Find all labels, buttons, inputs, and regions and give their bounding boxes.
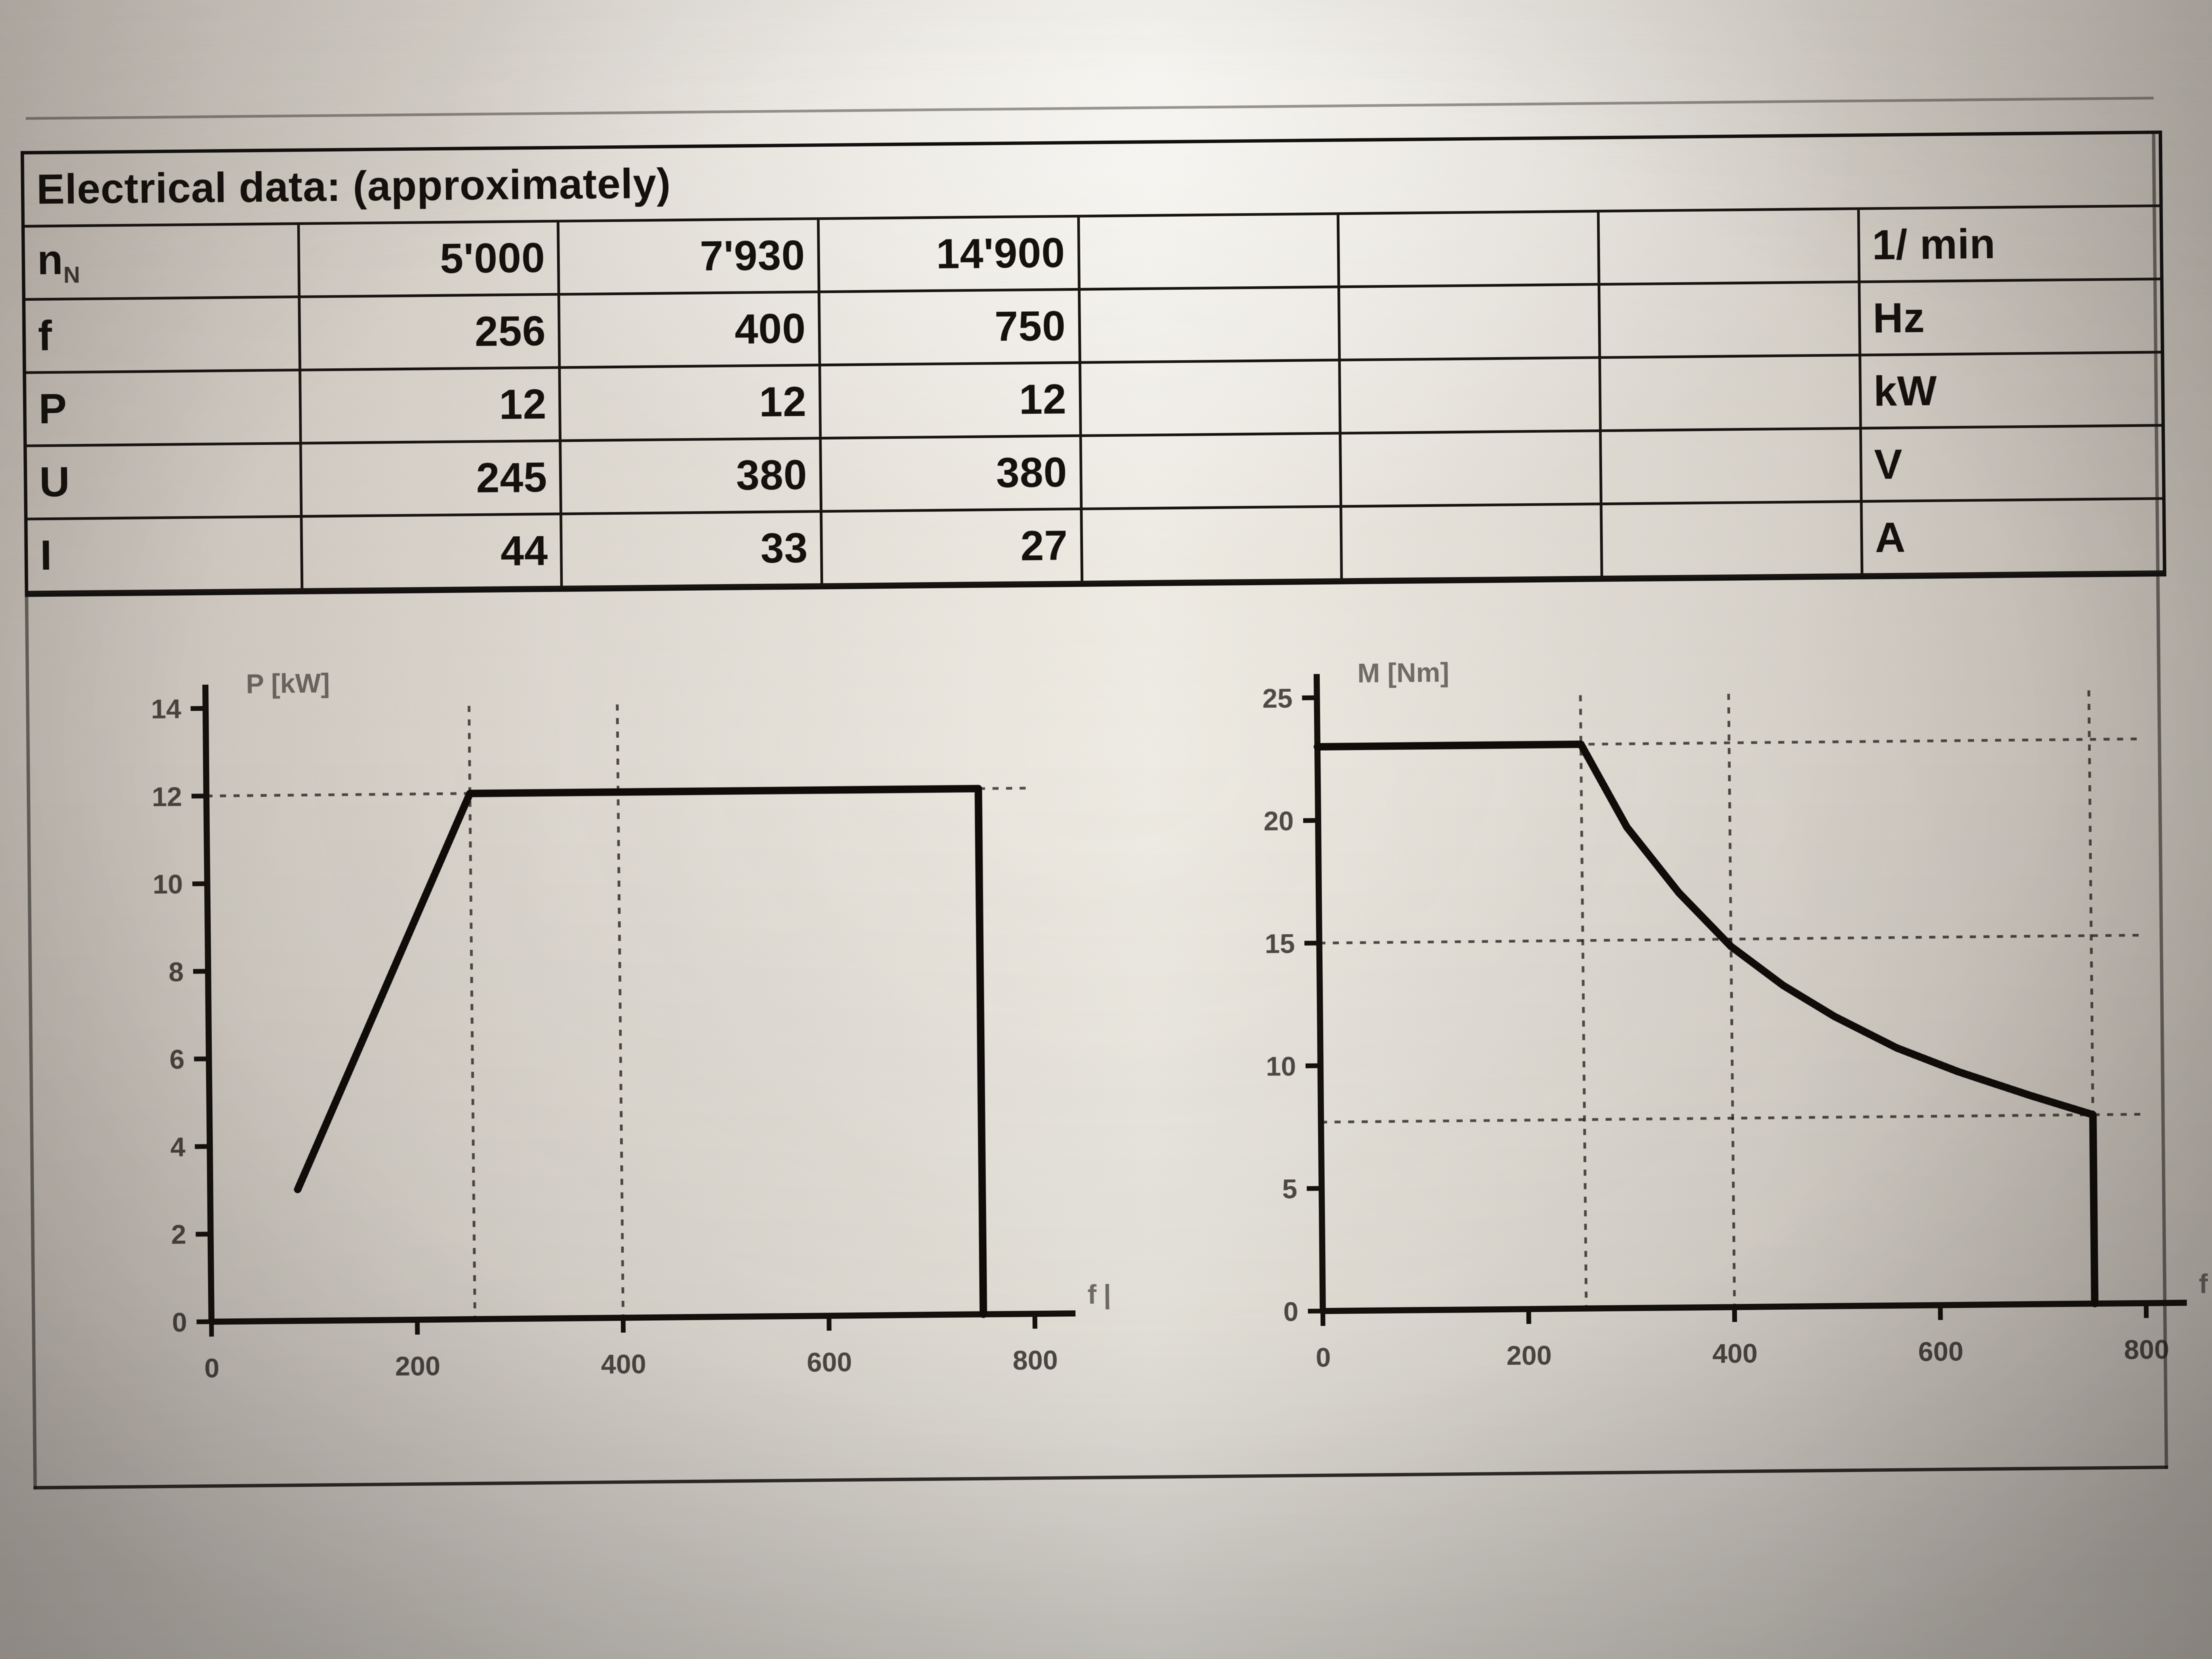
cell-value: 256	[299, 294, 560, 370]
cell-value-empty	[1080, 433, 1341, 509]
cell-value: 7'930	[558, 218, 819, 295]
y-axis-line	[1313, 674, 1326, 1311]
symbol-text: f	[37, 312, 53, 360]
cell-value-empty	[1081, 506, 1342, 582]
torque-chart: M [Nm] 0 5 10 15 20 25 0 200 400 600 800 f [Hz]	[1197, 625, 2212, 1434]
y-axis-tick-label: 20	[1263, 806, 1294, 836]
cell-value-empty	[1339, 357, 1601, 434]
symbol-text: I	[39, 531, 53, 579]
y-axis-tick-label: 10	[152, 869, 183, 899]
x-axis-tick-label: 0	[1315, 1343, 1331, 1372]
cell-value: 33	[561, 511, 822, 588]
cell-value: 400	[558, 291, 820, 368]
cell-value-empty	[1079, 287, 1340, 363]
row-symbol-f: f	[25, 296, 300, 373]
y-axis-tick-label: 14	[151, 695, 182, 724]
symbol-subscript: N	[63, 262, 80, 289]
symbol-text: n	[37, 237, 64, 284]
cell-value: 27	[821, 508, 1082, 585]
cell-value: 245	[300, 441, 562, 516]
y-axis-tick-label: 0	[1283, 1297, 1298, 1327]
cell-value-empty	[1598, 208, 1859, 285]
data-series-line	[293, 785, 987, 1318]
cell-value: 380	[560, 438, 821, 514]
x-axis-tick-label: 800	[2124, 1335, 2169, 1366]
power-chart-svg: P [kW] 0 2 4 6 8 10 12 14 0 200 400 600 800 f [Hz]	[151, 669, 1111, 1384]
cell-value-empty	[1600, 428, 1862, 504]
electrical-data-table-container: Electrical data: (approximately) nN 5'00…	[20, 130, 2167, 597]
guide-line-vertical	[1579, 695, 1588, 1309]
y-axis-line	[202, 684, 215, 1322]
cell-unit: V	[1860, 425, 2163, 501]
sheet-bottom-rule	[33, 1465, 2169, 1490]
data-series-line	[1313, 740, 2099, 1308]
row-symbol-p: P	[26, 369, 301, 446]
guide-line-vertical	[1727, 693, 1736, 1307]
cell-value-empty	[1599, 281, 1860, 358]
x-axis-tick-label: 400	[601, 1349, 647, 1380]
cell-value: 12	[300, 367, 560, 443]
cell-unit: 1/ min	[1858, 205, 2160, 282]
chart-title: P [kW]	[246, 669, 330, 699]
x-axis-tick-label: 400	[1712, 1338, 1757, 1369]
y-axis-tick-label: 12	[152, 782, 182, 812]
cell-value-empty	[1599, 354, 1861, 431]
cell-value-empty	[1601, 501, 1862, 577]
cell-value-empty	[1340, 504, 1602, 580]
cell-value-empty	[1338, 211, 1599, 287]
cell-value-empty	[1080, 360, 1340, 436]
cell-value: 44	[301, 514, 562, 590]
x-axis-tick-label: 800	[1012, 1345, 1058, 1376]
cell-value: 5'000	[298, 221, 559, 297]
torque-chart-svg: M [Nm] 0 5 10 15 20 25 0 200 400 600 800 f [Hz]	[1263, 658, 2212, 1373]
row-symbol-i: I	[27, 516, 302, 592]
cell-value: 12	[819, 362, 1081, 438]
sheet-top-rule	[25, 96, 2154, 120]
cell-value: 12	[559, 365, 821, 441]
guide-line-vertical	[615, 704, 625, 1318]
y-axis-tick-label: 15	[1265, 929, 1295, 959]
x-axis-tick-label: 600	[806, 1347, 852, 1378]
symbol-text: P	[38, 385, 68, 433]
cell-value-empty	[1340, 430, 1601, 507]
cell-unit: Hz	[1858, 279, 2161, 355]
symbol-text: U	[39, 458, 70, 506]
y-axis-tick-label: 4	[170, 1132, 186, 1162]
y-axis-tick-label: 5	[1282, 1174, 1298, 1204]
x-axis-tick-label: 600	[1918, 1336, 1963, 1367]
row-symbol-n: nN	[24, 223, 300, 300]
cell-value-empty	[1078, 213, 1339, 289]
cell-unit: A	[1861, 498, 2163, 575]
power-chart: P [kW] 0 2 4 6 8 10 12 14 0 200 400 600 800 f [Hz]	[86, 636, 1111, 1445]
charts-row: P [kW] 0 2 4 6 8 10 12 14 0 200 400 600 800 f [Hz] M […	[25, 626, 2212, 1446]
row-symbol-u: U	[26, 443, 302, 519]
electrical-data-table: Electrical data: (approximately) nN 5'00…	[24, 134, 2163, 594]
x-axis-tick-label: 200	[395, 1351, 441, 1382]
x-axis-label: f [Hz]	[2198, 1269, 2212, 1299]
y-axis-tick-label: 6	[169, 1045, 185, 1075]
cell-unit: kW	[1859, 352, 2162, 428]
x-axis-tick-label: 0	[204, 1353, 220, 1383]
y-axis-tick-label: 10	[1266, 1052, 1296, 1082]
y-axis-tick-label: 8	[169, 958, 184, 987]
y-axis-tick-label: 25	[1263, 684, 1293, 714]
chart-title: M [Nm]	[1357, 658, 1450, 689]
x-axis-line	[1322, 1299, 2187, 1315]
y-axis-tick-label: 2	[171, 1220, 186, 1250]
cell-value-empty	[1338, 284, 1600, 361]
y-axis-tick-label: 0	[172, 1308, 188, 1338]
x-axis-label: f [Hz]	[1087, 1279, 1110, 1310]
cell-value: 380	[820, 435, 1082, 512]
cell-value: 14'900	[818, 216, 1080, 292]
cell-value: 750	[819, 289, 1080, 365]
x-axis-tick-label: 200	[1507, 1340, 1552, 1371]
printed-sheet: Electrical data: (approximately) nN 5'00…	[5, 96, 2212, 1520]
x-axis-line	[211, 1310, 1076, 1325]
